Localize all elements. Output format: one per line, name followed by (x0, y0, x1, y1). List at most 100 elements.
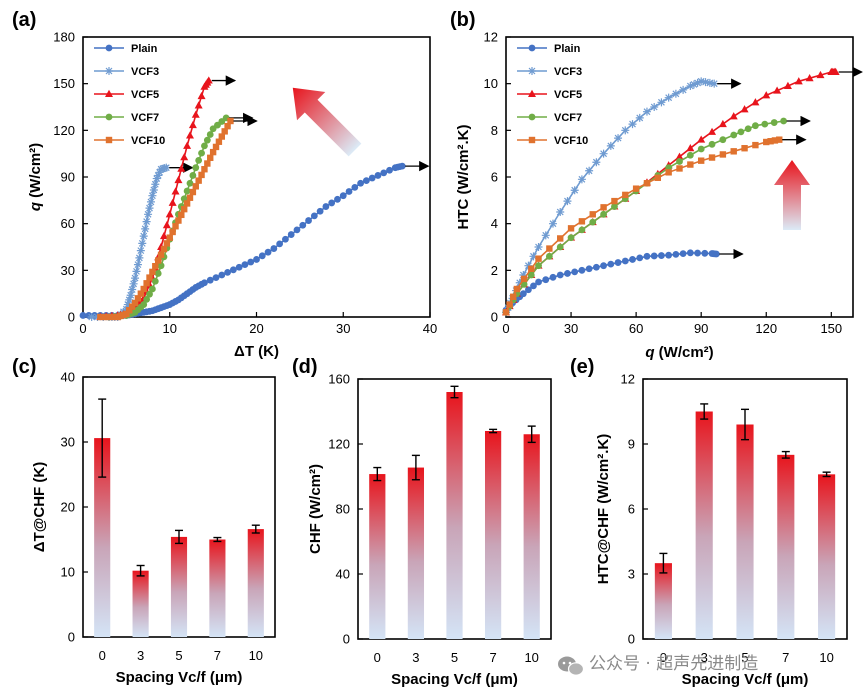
data-point (215, 138, 223, 145)
data-point (241, 261, 249, 269)
y-tick-label: 0 (68, 630, 75, 645)
x-tick-label: 7 (782, 650, 789, 665)
data-point (195, 157, 203, 164)
data-point (510, 293, 517, 300)
legend-entry-vcf7: VCF7 (554, 112, 582, 124)
data-point (380, 169, 388, 177)
data-point (305, 217, 312, 224)
data-point (206, 131, 214, 138)
data-point (541, 231, 550, 240)
x-tick-label: 10 (524, 650, 538, 665)
data-point (592, 158, 601, 167)
x-tick-label: 7 (489, 650, 496, 665)
data-point (160, 245, 168, 253)
data-point (194, 101, 203, 109)
data-point (154, 171, 163, 180)
x-tick-label: 5 (741, 650, 748, 665)
x-tick-label: 3 (137, 648, 144, 663)
y-tick-label: 120 (328, 437, 350, 452)
data-point (585, 265, 593, 273)
data-point (143, 295, 151, 303)
data-point (334, 195, 341, 203)
data-point (525, 286, 532, 294)
legend-entry-vcf3: VCF3 (554, 66, 582, 78)
bar-group-10 (247, 524, 264, 637)
data-point (108, 313, 116, 321)
y-tick-label: 12 (621, 372, 635, 387)
data-point (643, 180, 651, 187)
data-point (357, 179, 364, 187)
data-point (831, 67, 840, 75)
legend-entry-vcf5: VCF5 (131, 89, 159, 101)
data-point (131, 274, 140, 283)
data-point (183, 200, 191, 207)
data-point (570, 186, 579, 195)
x-tick-label: 0 (502, 321, 509, 336)
x-tick-label: 0 (79, 321, 86, 336)
data-point (664, 93, 673, 102)
data-point (207, 154, 214, 162)
bar (695, 411, 713, 639)
data-point (162, 163, 171, 172)
data-point (198, 171, 205, 179)
x-tick-label: 7 (214, 648, 221, 663)
data-point (600, 262, 607, 270)
x-axis-title: Spacing Vc/f (μm) (116, 669, 243, 686)
x-tick-label: 40 (423, 321, 437, 336)
data-point (567, 225, 575, 232)
data-point (140, 285, 147, 293)
trend-arrow-shape (774, 160, 810, 230)
data-point (316, 207, 324, 215)
x-axis-title-main: q (645, 344, 654, 361)
data-point (186, 194, 194, 201)
data-point (282, 235, 289, 243)
data-point (180, 153, 189, 161)
data-point (165, 210, 174, 218)
data-point (665, 169, 672, 176)
data-point (556, 271, 564, 279)
y-tick-label: 12 (484, 30, 498, 45)
data-point (530, 282, 537, 290)
data-point (149, 185, 158, 194)
legend: Plain VCF3 VCF5 VCF7 VCF10 (517, 43, 588, 147)
data-point (102, 313, 110, 321)
data-point (186, 179, 194, 187)
data-point (345, 188, 353, 195)
data-point (247, 258, 255, 266)
data-point (701, 78, 710, 87)
data-point (686, 249, 694, 257)
data-point (126, 291, 135, 300)
data-point (710, 79, 719, 88)
data-point (600, 210, 607, 218)
data-point (636, 254, 644, 262)
trend-arrow (774, 160, 810, 230)
data-point (535, 255, 542, 262)
y-tick-label: 0 (491, 310, 498, 325)
data-point (622, 191, 629, 199)
data-point (708, 127, 717, 135)
y-tick-label: 40 (61, 370, 75, 385)
x-tick-label: 20 (249, 321, 263, 336)
data-point (181, 205, 188, 213)
data-point (276, 240, 284, 248)
data-point (506, 301, 513, 308)
data-point (287, 231, 295, 238)
data-point (159, 231, 168, 240)
data-point (571, 268, 579, 276)
data-point (204, 76, 213, 84)
chart-d: 0 40 80 120 160 0 3 5 7 10 (d) Spacing Vc/f (μm) CHF… (292, 356, 552, 688)
data-point (592, 263, 600, 271)
data-point (794, 77, 803, 85)
panel-label: (b) (450, 9, 476, 31)
panel-label: (a) (12, 9, 36, 31)
data-point (204, 160, 211, 167)
data-point (719, 136, 727, 144)
data-point (123, 310, 130, 318)
data-point (154, 257, 162, 264)
data-point (183, 141, 192, 149)
data-point (762, 91, 771, 99)
data-point (168, 198, 177, 206)
data-point (567, 234, 575, 242)
data-point (520, 275, 528, 283)
